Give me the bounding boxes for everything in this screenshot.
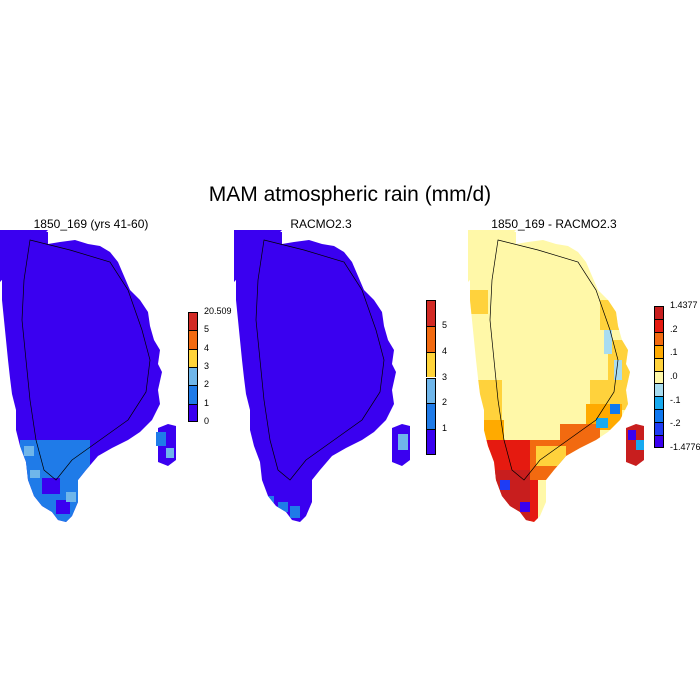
colorbar-segment xyxy=(426,403,436,430)
colorbar-label: 0 xyxy=(204,416,210,426)
main-title: MAM atmospheric rain (mm/d) xyxy=(208,183,492,206)
map-racmo xyxy=(234,230,410,522)
colorbar-segment xyxy=(654,409,664,423)
colorbar-segment xyxy=(188,403,198,422)
panel-title-model: 1850_169 (yrs 41-60) xyxy=(33,217,149,231)
colorbar-segment xyxy=(654,306,664,319)
colorbar-label: 1 xyxy=(204,397,210,408)
colorbar-model: 0 1 2 3 4 5 20.509 xyxy=(188,306,232,426)
colorbar-segment xyxy=(654,370,664,384)
colorbar-segment xyxy=(188,348,198,367)
panel-title-diff: 1850_169 - RACMO2.3 xyxy=(491,217,617,231)
colorbar-segment xyxy=(188,330,198,349)
colorbar-segment xyxy=(654,357,664,371)
colorbar-label: 2 xyxy=(442,397,448,408)
colorbar-label: .0 xyxy=(670,371,678,381)
colorbar-diff: -1.4776 -.2 -.1 .0 .1 .2 1.4377 xyxy=(654,300,700,452)
colorbar-label: 5 xyxy=(204,324,210,335)
map-model xyxy=(0,230,176,522)
map-diff xyxy=(468,230,644,522)
colorbar-segment xyxy=(654,422,664,436)
colorbar-label: 1.4377 xyxy=(670,300,698,310)
colorbar-segment xyxy=(426,351,436,378)
colorbar-label: -1.4776 xyxy=(670,442,700,452)
colorbar-segment xyxy=(426,377,436,404)
colorbar-label: 3 xyxy=(442,371,448,382)
colorbar-segment xyxy=(654,396,664,410)
colorbar-segment xyxy=(654,318,664,332)
colorbar-label: .2 xyxy=(670,323,678,334)
colorbar-segment xyxy=(188,312,198,331)
colorbar-segment xyxy=(654,331,664,345)
colorbar-label: -.2 xyxy=(670,418,681,429)
colorbar-label: 20.509 xyxy=(204,306,232,316)
colorbar-segment xyxy=(426,325,436,352)
panel-title-racmo: RACMO2.3 xyxy=(290,217,352,231)
colorbar-racmo: 1 2 3 4 5 xyxy=(426,300,447,455)
colorbar-label: 1 xyxy=(442,423,448,434)
colorbar-label: -.1 xyxy=(670,394,681,405)
colorbar-segment xyxy=(188,367,198,386)
colorbar-label: .1 xyxy=(670,347,678,358)
colorbar-segment xyxy=(654,383,664,397)
colorbar-label: 5 xyxy=(442,319,448,330)
colorbar-label: 3 xyxy=(204,361,210,371)
colorbar-segment xyxy=(426,300,436,326)
colorbar-segment xyxy=(426,429,436,455)
colorbar-label: 4 xyxy=(204,342,210,353)
colorbar-segment xyxy=(654,344,664,358)
colorbar-segment xyxy=(188,385,198,404)
colorbar-label: 2 xyxy=(204,379,210,390)
colorbar-label: 4 xyxy=(442,345,448,356)
colorbar-segment xyxy=(654,435,664,448)
